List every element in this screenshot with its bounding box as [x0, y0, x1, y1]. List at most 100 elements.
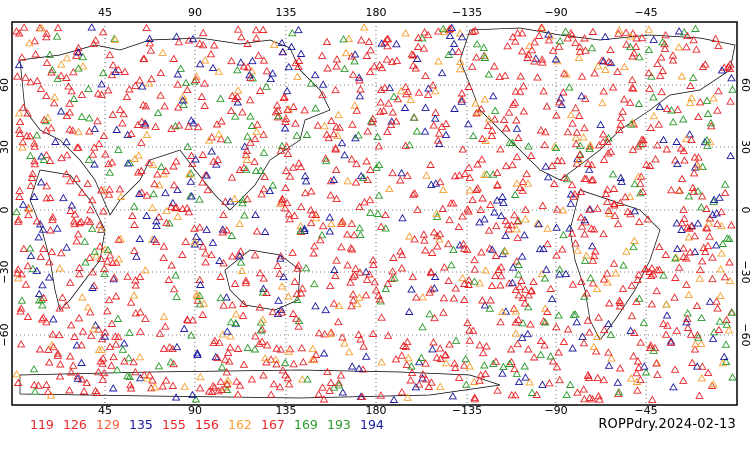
observation-marker	[37, 152, 46, 160]
observation-marker	[478, 296, 487, 304]
observation-marker	[245, 95, 255, 104]
observation-marker	[53, 224, 62, 232]
observation-marker	[38, 225, 48, 233]
observation-marker	[486, 296, 495, 304]
observation-marker	[289, 359, 298, 368]
observation-marker	[259, 371, 268, 379]
observation-marker	[273, 309, 283, 318]
observation-marker	[233, 344, 243, 352]
observation-marker	[585, 328, 594, 336]
observation-marker	[253, 120, 262, 128]
observation-marker	[461, 354, 470, 363]
observation-marker	[288, 28, 297, 37]
observation-marker	[210, 383, 219, 391]
observation-marker	[181, 237, 190, 245]
observation-marker	[483, 121, 493, 130]
observation-marker	[93, 116, 102, 125]
observation-marker	[281, 166, 291, 174]
observation-marker	[44, 273, 54, 281]
observation-marker	[579, 133, 588, 141]
observation-marker	[683, 31, 692, 40]
observation-marker	[390, 273, 399, 282]
observation-marker	[674, 43, 684, 51]
observation-marker	[555, 270, 564, 278]
observation-marker	[78, 62, 88, 70]
observation-marker	[639, 362, 649, 370]
observation-marker	[511, 307, 521, 315]
observation-marker	[460, 279, 469, 287]
observation-marker	[178, 204, 187, 212]
observation-marker	[155, 329, 165, 337]
observation-marker	[128, 211, 137, 219]
observation-marker	[61, 301, 71, 309]
observation-marker	[376, 222, 386, 230]
observation-marker	[243, 194, 252, 203]
observation-marker	[711, 34, 720, 42]
observation-marker	[341, 48, 351, 57]
observation-marker	[87, 195, 97, 204]
observation-marker	[434, 129, 444, 137]
observation-marker	[198, 40, 208, 49]
observation-marker	[626, 32, 635, 40]
observation-marker	[67, 86, 76, 95]
observation-marker	[411, 64, 420, 72]
observation-marker	[563, 127, 573, 136]
observation-marker	[465, 173, 475, 181]
observation-marker	[709, 380, 718, 388]
observation-marker	[72, 237, 81, 245]
observation-marker	[685, 130, 694, 138]
observation-marker	[520, 230, 529, 239]
observation-marker	[604, 57, 614, 65]
observation-marker	[350, 101, 360, 109]
observation-marker	[287, 42, 296, 51]
observation-marker	[42, 181, 51, 190]
observation-marker	[332, 194, 341, 203]
observation-marker	[120, 357, 129, 365]
observation-marker	[677, 225, 686, 233]
observation-marker	[643, 215, 653, 223]
observation-marker	[698, 62, 708, 70]
observation-marker	[172, 292, 181, 300]
observation-marker	[237, 32, 246, 41]
observation-marker	[247, 121, 257, 129]
observation-marker	[541, 162, 551, 170]
observation-marker	[489, 359, 498, 367]
observation-marker	[251, 210, 260, 219]
observation-marker	[354, 330, 363, 338]
observation-marker	[601, 189, 611, 198]
observation-marker	[262, 66, 272, 75]
observation-marker	[355, 293, 364, 301]
observation-marker	[396, 86, 406, 95]
observation-marker	[389, 92, 399, 100]
observation-marker	[89, 324, 98, 333]
observation-marker	[243, 132, 252, 140]
observation-marker	[353, 299, 362, 308]
observation-marker	[45, 50, 55, 58]
observation-marker	[323, 367, 332, 376]
observation-marker	[97, 80, 106, 88]
observation-marker	[178, 250, 187, 258]
observation-marker	[408, 272, 418, 281]
observation-marker	[616, 198, 625, 206]
observation-marker	[131, 281, 141, 289]
observation-marker	[703, 109, 713, 117]
observation-marker	[113, 314, 123, 322]
observation-marker	[591, 347, 601, 355]
observation-marker	[521, 285, 530, 293]
observation-marker	[296, 226, 305, 234]
observation-marker	[296, 221, 305, 230]
observation-marker	[68, 126, 78, 134]
observation-marker	[510, 210, 519, 219]
observation-marker	[598, 98, 607, 107]
observation-marker	[397, 250, 407, 259]
observation-marker	[187, 192, 196, 200]
observation-marker	[661, 30, 670, 39]
observation-marker	[420, 127, 430, 135]
observation-marker	[682, 42, 691, 51]
observation-marker	[421, 375, 431, 383]
observation-marker	[216, 94, 225, 102]
observation-marker	[697, 313, 706, 322]
observation-marker	[504, 225, 514, 233]
observation-marker	[401, 141, 410, 149]
observation-marker	[685, 248, 695, 256]
